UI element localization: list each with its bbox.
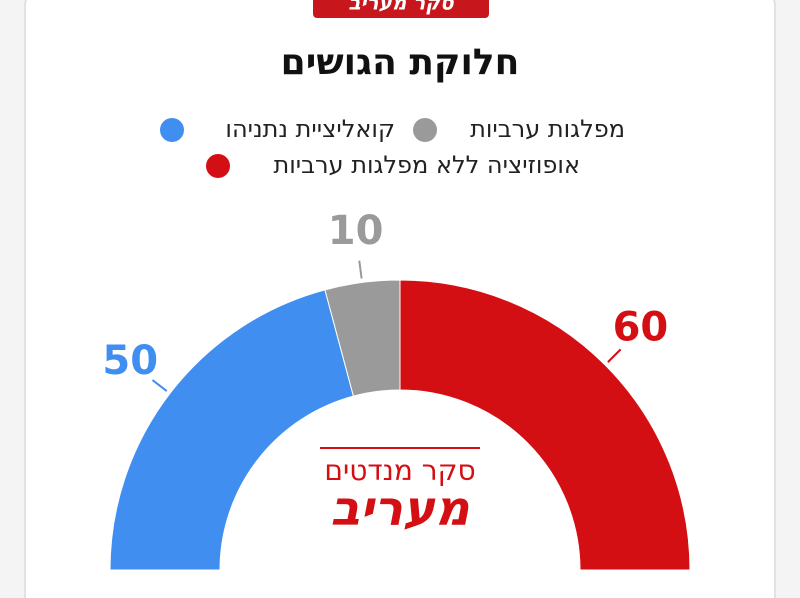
logo-name: מעריב xyxy=(330,481,470,537)
top-tab-text: סקר מעריב xyxy=(348,0,455,15)
donut-segment xyxy=(399,279,691,571)
legend-label: קואליציית נתניהו xyxy=(225,115,395,143)
legend-label: מפלגות ערביות xyxy=(470,115,625,143)
logo-subtitle: סקר מנדטים xyxy=(324,454,475,487)
legend-dot xyxy=(160,118,184,142)
value-label: 50 xyxy=(102,338,158,384)
top-tab xyxy=(313,0,489,18)
legend-dot xyxy=(413,118,437,142)
donut-segment xyxy=(109,289,355,571)
leader-line xyxy=(151,379,168,392)
legend-dot xyxy=(206,154,230,178)
legend-label: אופוזיציה ללא מפלגות ערביות xyxy=(273,151,580,179)
leader-line xyxy=(607,348,622,363)
leader-line xyxy=(358,260,363,279)
chart-title: חלוקת הגושים xyxy=(281,42,520,83)
value-label: 10 xyxy=(328,208,384,254)
value-label: 60 xyxy=(613,305,669,351)
